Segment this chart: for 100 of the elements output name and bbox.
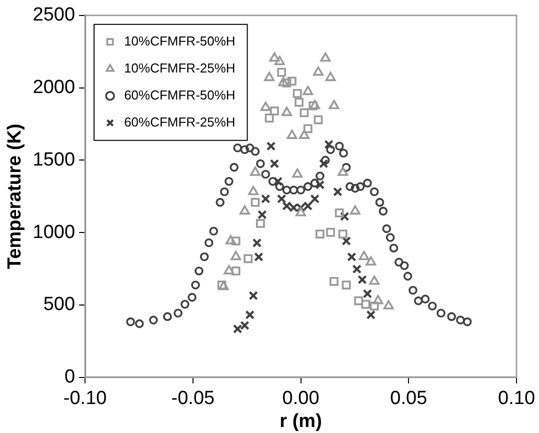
point	[456, 316, 465, 324]
point	[288, 76, 296, 86]
point	[378, 206, 388, 216]
point	[308, 101, 318, 110]
point	[294, 98, 304, 107]
point	[248, 290, 258, 300]
point	[261, 170, 270, 179]
point	[266, 142, 276, 151]
point	[319, 159, 328, 168]
point	[328, 100, 340, 110]
point	[260, 194, 270, 204]
legend-label: 60%CFMFR-25%H	[124, 114, 236, 130]
point	[240, 145, 250, 154]
point	[370, 187, 379, 196]
point	[258, 210, 267, 220]
y-tick-label: 1500	[32, 149, 76, 170]
point	[269, 52, 280, 62]
point	[339, 148, 348, 158]
point	[347, 252, 356, 262]
point	[338, 166, 348, 176]
point	[240, 320, 250, 330]
point	[316, 230, 324, 238]
legend-label: 60%CFMFR-50%H	[124, 87, 236, 102]
point	[363, 178, 372, 188]
point	[358, 250, 370, 260]
point	[282, 106, 292, 116]
y-tick-label: 500	[43, 294, 76, 316]
point	[369, 275, 380, 285]
point	[217, 280, 226, 290]
point	[220, 187, 229, 196]
point	[304, 182, 312, 191]
point	[289, 203, 298, 212]
point	[389, 244, 398, 252]
point	[361, 300, 370, 309]
point	[232, 324, 242, 334]
point	[250, 166, 260, 176]
point	[231, 266, 240, 276]
point	[370, 302, 379, 310]
point	[330, 276, 338, 286]
point	[276, 194, 286, 204]
point	[310, 194, 320, 204]
point	[277, 68, 286, 77]
point	[325, 72, 336, 82]
point	[289, 186, 298, 194]
y-tick-label: 2000	[32, 77, 76, 98]
point	[408, 286, 418, 295]
point	[356, 182, 365, 191]
point	[436, 308, 446, 318]
point	[358, 275, 367, 284]
point	[282, 186, 292, 194]
point	[174, 308, 182, 318]
point	[270, 159, 280, 168]
x-tick-label: 0.10	[498, 388, 535, 410]
point	[209, 226, 218, 236]
point	[338, 230, 348, 238]
y-tick-label: 0	[64, 366, 76, 388]
point	[163, 312, 172, 321]
x-axis-title: r (m)	[280, 410, 322, 432]
point	[274, 56, 285, 66]
point	[254, 252, 264, 262]
point	[126, 317, 135, 326]
point	[250, 198, 260, 207]
point	[268, 176, 278, 186]
point	[231, 236, 240, 246]
legend-label: 10%CFMFR-25%H	[124, 60, 236, 76]
point	[352, 264, 362, 274]
x-tick-label: 0.00	[282, 388, 320, 410]
point	[340, 212, 350, 222]
point	[299, 130, 310, 139]
point	[292, 89, 302, 98]
point	[286, 130, 298, 139]
point	[245, 143, 254, 152]
point	[216, 198, 225, 207]
point	[224, 265, 234, 274]
point	[245, 310, 255, 320]
point	[324, 140, 334, 150]
point	[382, 224, 392, 234]
point	[303, 201, 313, 211]
point	[320, 52, 331, 62]
point	[350, 184, 360, 193]
point	[282, 78, 292, 88]
point	[270, 106, 279, 116]
point	[200, 252, 209, 262]
point	[334, 208, 344, 218]
point	[315, 180, 325, 190]
point	[342, 280, 351, 290]
point	[230, 250, 242, 260]
point	[252, 238, 262, 248]
point	[314, 115, 323, 124]
y-tick-label: 1000	[32, 222, 76, 243]
point	[386, 233, 395, 242]
point	[149, 316, 158, 324]
x-tick-label: 0.05	[390, 388, 428, 410]
point	[342, 236, 351, 246]
point	[273, 176, 283, 186]
point	[403, 272, 412, 281]
point	[239, 205, 250, 215]
point	[296, 203, 306, 212]
x-tick-label: -0.10	[63, 388, 107, 410]
point	[400, 261, 409, 270]
